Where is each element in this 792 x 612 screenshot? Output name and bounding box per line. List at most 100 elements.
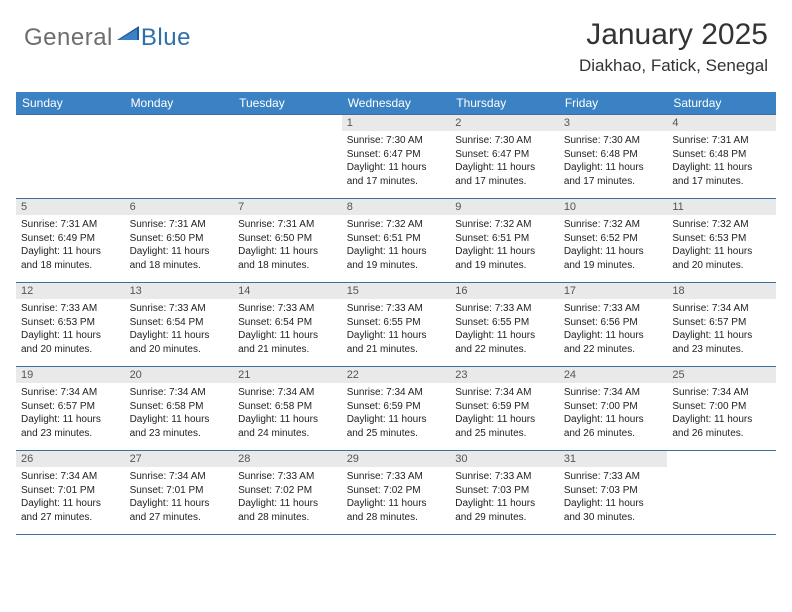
day-details: Sunrise: 7:31 AMSunset: 6:49 PMDaylight:… — [16, 215, 125, 274]
day-details: Sunrise: 7:33 AMSunset: 6:54 PMDaylight:… — [233, 299, 342, 358]
day-header: Thursday — [450, 92, 559, 115]
day-details: Sunrise: 7:32 AMSunset: 6:52 PMDaylight:… — [559, 215, 668, 274]
day-cell: 24Sunrise: 7:34 AMSunset: 7:00 PMDayligh… — [559, 367, 668, 451]
day-details: Sunrise: 7:32 AMSunset: 6:51 PMDaylight:… — [450, 215, 559, 274]
day-cell — [16, 115, 125, 199]
page-header: General Blue January 2025 Diakhao, Fatic… — [0, 0, 792, 84]
day-number: 24 — [559, 367, 668, 383]
day-cell: 23Sunrise: 7:34 AMSunset: 6:59 PMDayligh… — [450, 367, 559, 451]
day-number: 10 — [559, 199, 668, 215]
day-number: 1 — [342, 115, 451, 131]
day-cell: 12Sunrise: 7:33 AMSunset: 6:53 PMDayligh… — [16, 283, 125, 367]
logo-text-general: General — [24, 24, 113, 52]
day-details: Sunrise: 7:34 AMSunset: 6:59 PMDaylight:… — [450, 383, 559, 442]
day-details: Sunrise: 7:32 AMSunset: 6:51 PMDaylight:… — [342, 215, 451, 274]
day-details: Sunrise: 7:31 AMSunset: 6:50 PMDaylight:… — [125, 215, 234, 274]
day-details: Sunrise: 7:34 AMSunset: 6:58 PMDaylight:… — [125, 383, 234, 442]
week-row: 1Sunrise: 7:30 AMSunset: 6:47 PMDaylight… — [16, 115, 776, 199]
week-row: 26Sunrise: 7:34 AMSunset: 7:01 PMDayligh… — [16, 451, 776, 535]
day-details: Sunrise: 7:33 AMSunset: 6:55 PMDaylight:… — [342, 299, 451, 358]
day-number: 30 — [450, 451, 559, 467]
day-cell: 29Sunrise: 7:33 AMSunset: 7:02 PMDayligh… — [342, 451, 451, 535]
day-number: 11 — [667, 199, 776, 215]
day-number: 20 — [125, 367, 234, 383]
logo: General Blue — [24, 24, 191, 52]
day-details: Sunrise: 7:33 AMSunset: 7:03 PMDaylight:… — [559, 467, 668, 526]
day-number: 21 — [233, 367, 342, 383]
day-number: 25 — [667, 367, 776, 383]
page-title: January 2025 — [579, 18, 768, 52]
day-number — [667, 451, 776, 467]
day-cell: 25Sunrise: 7:34 AMSunset: 7:00 PMDayligh… — [667, 367, 776, 451]
day-details: Sunrise: 7:33 AMSunset: 7:02 PMDaylight:… — [342, 467, 451, 526]
week-row: 12Sunrise: 7:33 AMSunset: 6:53 PMDayligh… — [16, 283, 776, 367]
day-cell: 11Sunrise: 7:32 AMSunset: 6:53 PMDayligh… — [667, 199, 776, 283]
day-cell: 14Sunrise: 7:33 AMSunset: 6:54 PMDayligh… — [233, 283, 342, 367]
day-cell: 22Sunrise: 7:34 AMSunset: 6:59 PMDayligh… — [342, 367, 451, 451]
day-cell: 7Sunrise: 7:31 AMSunset: 6:50 PMDaylight… — [233, 199, 342, 283]
day-number: 3 — [559, 115, 668, 131]
day-cell — [667, 451, 776, 535]
day-cell: 15Sunrise: 7:33 AMSunset: 6:55 PMDayligh… — [342, 283, 451, 367]
day-number — [16, 115, 125, 131]
day-cell: 10Sunrise: 7:32 AMSunset: 6:52 PMDayligh… — [559, 199, 668, 283]
day-details: Sunrise: 7:32 AMSunset: 6:53 PMDaylight:… — [667, 215, 776, 274]
day-details: Sunrise: 7:34 AMSunset: 7:00 PMDaylight:… — [667, 383, 776, 442]
day-header: Monday — [125, 92, 234, 115]
day-number: 12 — [16, 283, 125, 299]
day-cell — [233, 115, 342, 199]
day-number: 8 — [342, 199, 451, 215]
day-cell: 3Sunrise: 7:30 AMSunset: 6:48 PMDaylight… — [559, 115, 668, 199]
day-cell: 18Sunrise: 7:34 AMSunset: 6:57 PMDayligh… — [667, 283, 776, 367]
day-cell: 30Sunrise: 7:33 AMSunset: 7:03 PMDayligh… — [450, 451, 559, 535]
day-cell: 1Sunrise: 7:30 AMSunset: 6:47 PMDaylight… — [342, 115, 451, 199]
day-details: Sunrise: 7:30 AMSunset: 6:48 PMDaylight:… — [559, 131, 668, 190]
day-number: 14 — [233, 283, 342, 299]
day-number: 19 — [16, 367, 125, 383]
day-number: 31 — [559, 451, 668, 467]
day-details: Sunrise: 7:34 AMSunset: 7:00 PMDaylight:… — [559, 383, 668, 442]
day-number: 4 — [667, 115, 776, 131]
day-cell: 17Sunrise: 7:33 AMSunset: 6:56 PMDayligh… — [559, 283, 668, 367]
logo-triangle-icon — [117, 26, 139, 49]
day-details: Sunrise: 7:30 AMSunset: 6:47 PMDaylight:… — [342, 131, 451, 190]
day-details: Sunrise: 7:34 AMSunset: 7:01 PMDaylight:… — [125, 467, 234, 526]
day-cell: 21Sunrise: 7:34 AMSunset: 6:58 PMDayligh… — [233, 367, 342, 451]
day-cell: 5Sunrise: 7:31 AMSunset: 6:49 PMDaylight… — [16, 199, 125, 283]
day-cell: 20Sunrise: 7:34 AMSunset: 6:58 PMDayligh… — [125, 367, 234, 451]
day-header: Saturday — [667, 92, 776, 115]
day-number: 26 — [16, 451, 125, 467]
day-cell: 6Sunrise: 7:31 AMSunset: 6:50 PMDaylight… — [125, 199, 234, 283]
day-details: Sunrise: 7:31 AMSunset: 6:48 PMDaylight:… — [667, 131, 776, 190]
day-details: Sunrise: 7:34 AMSunset: 6:57 PMDaylight:… — [667, 299, 776, 358]
header-right: January 2025 Diakhao, Fatick, Senegal — [579, 18, 768, 76]
day-number: 2 — [450, 115, 559, 131]
calendar-header-row: SundayMondayTuesdayWednesdayThursdayFrid… — [16, 92, 776, 115]
day-cell: 26Sunrise: 7:34 AMSunset: 7:01 PMDayligh… — [16, 451, 125, 535]
day-number: 18 — [667, 283, 776, 299]
day-number: 16 — [450, 283, 559, 299]
day-number — [233, 115, 342, 131]
day-details: Sunrise: 7:31 AMSunset: 6:50 PMDaylight:… — [233, 215, 342, 274]
day-number: 7 — [233, 199, 342, 215]
day-details: Sunrise: 7:33 AMSunset: 7:03 PMDaylight:… — [450, 467, 559, 526]
day-details: Sunrise: 7:34 AMSunset: 7:01 PMDaylight:… — [16, 467, 125, 526]
calendar-body: 1Sunrise: 7:30 AMSunset: 6:47 PMDaylight… — [16, 115, 776, 535]
day-number: 27 — [125, 451, 234, 467]
day-details: Sunrise: 7:34 AMSunset: 6:57 PMDaylight:… — [16, 383, 125, 442]
day-details: Sunrise: 7:33 AMSunset: 6:55 PMDaylight:… — [450, 299, 559, 358]
day-details: Sunrise: 7:34 AMSunset: 6:58 PMDaylight:… — [233, 383, 342, 442]
day-number — [125, 115, 234, 131]
day-header: Tuesday — [233, 92, 342, 115]
day-cell: 19Sunrise: 7:34 AMSunset: 6:57 PMDayligh… — [16, 367, 125, 451]
location-text: Diakhao, Fatick, Senegal — [579, 56, 768, 76]
day-cell: 4Sunrise: 7:31 AMSunset: 6:48 PMDaylight… — [667, 115, 776, 199]
day-header: Sunday — [16, 92, 125, 115]
day-details: Sunrise: 7:33 AMSunset: 7:02 PMDaylight:… — [233, 467, 342, 526]
day-details: Sunrise: 7:33 AMSunset: 6:56 PMDaylight:… — [559, 299, 668, 358]
day-details: Sunrise: 7:33 AMSunset: 6:53 PMDaylight:… — [16, 299, 125, 358]
day-cell: 9Sunrise: 7:32 AMSunset: 6:51 PMDaylight… — [450, 199, 559, 283]
day-cell: 27Sunrise: 7:34 AMSunset: 7:01 PMDayligh… — [125, 451, 234, 535]
day-details: Sunrise: 7:30 AMSunset: 6:47 PMDaylight:… — [450, 131, 559, 190]
day-number: 9 — [450, 199, 559, 215]
